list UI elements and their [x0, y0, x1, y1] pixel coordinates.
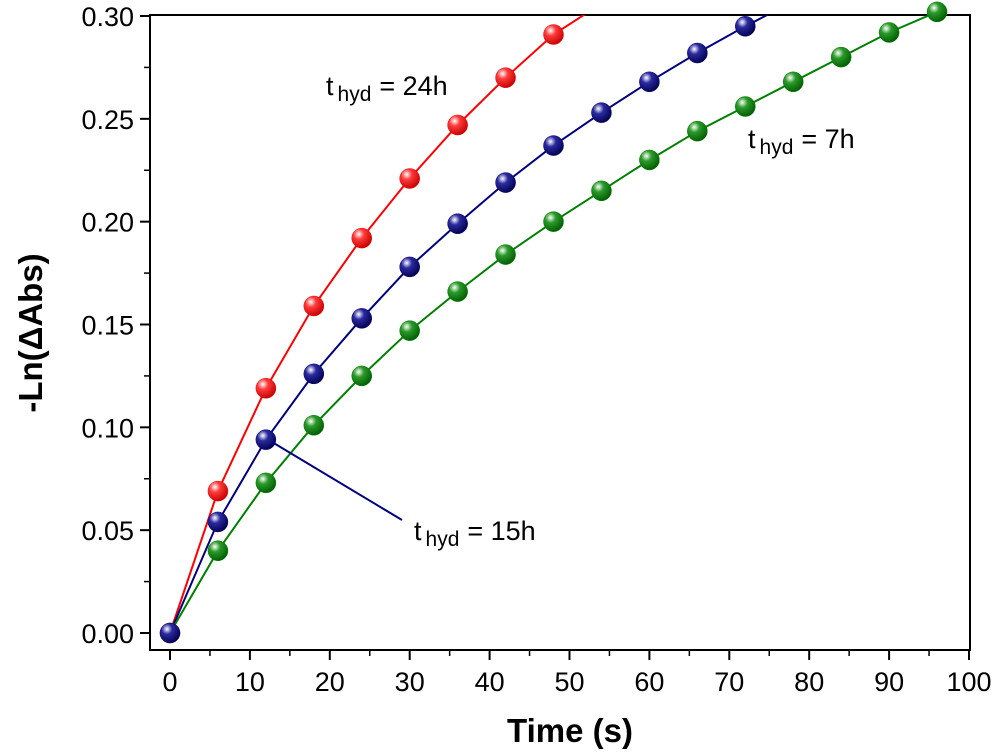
- y-axis-title: -Ln(ΔAbs): [12, 253, 49, 412]
- annotation-15h-pointer: [271, 441, 403, 521]
- ticks-group: 0 10 20 30 40 50 60 70 80 90 100 0.00 0.05 0.10 0.15 0.…: [81, 2, 991, 697]
- series-0-point: [207, 480, 229, 502]
- annotation-7h-rest: = 7h: [801, 124, 854, 154]
- data-points-group: [159, 1, 948, 644]
- y-tick-label: 0.15: [81, 311, 134, 341]
- y-tick-label: 0.05: [81, 516, 134, 546]
- x-tick-label: 10: [235, 667, 265, 697]
- x-tick-label: 50: [554, 667, 584, 697]
- annotation-7h: t hyd = 7h: [748, 124, 855, 159]
- x-tick-label: 90: [874, 667, 904, 697]
- y-tick-label: 0.25: [81, 105, 134, 135]
- series-0-point: [399, 168, 420, 189]
- series-0-fit-line: [169, 15, 586, 634]
- series-1-point: [735, 16, 756, 37]
- series-2-point: [495, 244, 516, 265]
- y-tick-label: 0.10: [81, 413, 134, 443]
- series-2-point: [830, 46, 852, 68]
- plot-frame: [149, 14, 971, 651]
- annotation-24h-rest: = 24h: [379, 71, 447, 101]
- series-2-point: [735, 96, 756, 117]
- series-1-point: [207, 511, 229, 533]
- series-1-point: [543, 135, 564, 156]
- series-2-point: [782, 71, 804, 93]
- x-tick-label: 60: [634, 667, 664, 697]
- series-1-point: [159, 622, 181, 644]
- annotation-24h: t hyd = 24h: [326, 71, 448, 106]
- x-tick-label: 100: [946, 667, 991, 697]
- annotation-24h-t: t: [326, 71, 334, 101]
- y-tick-label: 0.00: [81, 619, 134, 649]
- annotation-15h-rest: = 15h: [467, 516, 535, 546]
- series-1-point: [255, 429, 277, 450]
- series-2-point: [351, 365, 373, 387]
- x-tick-label: 70: [714, 667, 744, 697]
- series-2-point: [543, 211, 564, 232]
- series-0-point: [351, 227, 373, 249]
- x-tick-label: 80: [794, 667, 824, 697]
- series-1-point: [591, 102, 612, 123]
- series-2-point: [926, 1, 948, 23]
- annotation-7h-sub: hyd: [760, 136, 794, 159]
- series-1-point: [303, 363, 325, 385]
- annotation-15h-sub: hyd: [426, 528, 460, 551]
- axes-group: [149, 14, 971, 651]
- y-tick-label: 0.20: [81, 208, 134, 238]
- series-2-point: [639, 149, 660, 171]
- series-1-point: [687, 42, 708, 64]
- series-2-point: [591, 180, 612, 202]
- x-tick-label: 0: [162, 667, 177, 697]
- annotation-15h-t: t: [414, 516, 422, 546]
- annotation-7h-t: t: [748, 124, 756, 154]
- series-1-point: [447, 213, 468, 234]
- x-tick-label: 40: [475, 667, 505, 697]
- series-2-point: [447, 281, 468, 302]
- series-2-point: [878, 22, 900, 43]
- series-2-point: [687, 120, 708, 142]
- series-2-point: [399, 320, 420, 341]
- x-tick-label: 30: [395, 667, 425, 697]
- x-axis-title: Time (s): [507, 712, 633, 749]
- fit-lines-group: [169, 15, 933, 634]
- series-0-point: [303, 295, 325, 317]
- annotation-24h-sub: hyd: [338, 83, 372, 106]
- annotation-15h: t hyd = 15h: [271, 441, 536, 551]
- series-1-point: [399, 256, 420, 278]
- series-2-point: [303, 415, 325, 436]
- series-2-point: [207, 540, 229, 561]
- series-0-point: [255, 378, 277, 399]
- series-1-point: [495, 172, 516, 193]
- series-2-point: [255, 472, 277, 494]
- series-2-fit-line: [169, 15, 933, 634]
- series-0-point: [447, 114, 468, 136]
- series-0-point: [495, 67, 516, 88]
- y-tick-label: 0.30: [81, 2, 134, 32]
- x-tick-label: 20: [315, 667, 345, 697]
- series-0-point: [543, 24, 564, 45]
- series-1-point: [639, 71, 660, 93]
- series-1-point: [351, 308, 373, 329]
